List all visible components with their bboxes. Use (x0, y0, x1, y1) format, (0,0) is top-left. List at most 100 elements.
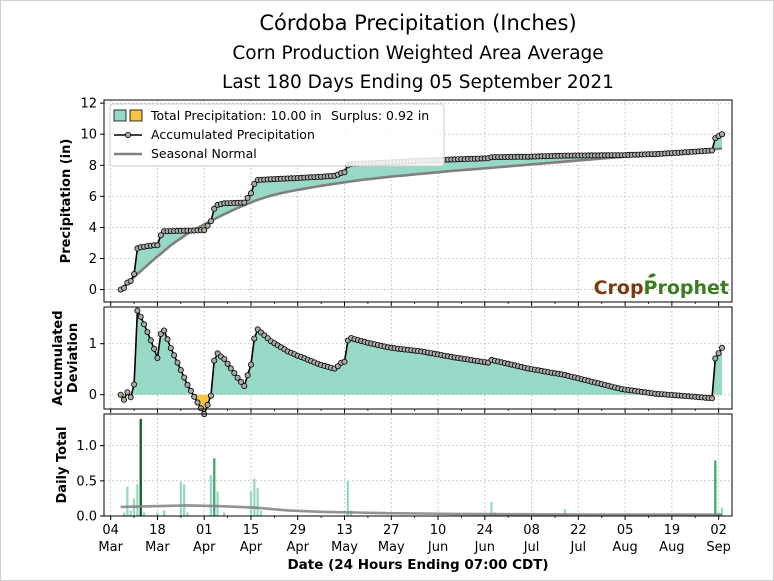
x-tick-label-month: Mar (145, 540, 170, 555)
daily-bar (213, 458, 216, 516)
accumulated-point (247, 190, 254, 197)
deviation-point (184, 381, 191, 388)
x-tick-label-day: 29 (289, 523, 306, 538)
x-tick-label-day: 24 (477, 523, 494, 538)
deviation-point (247, 361, 254, 368)
deviation-point (715, 350, 722, 357)
logo-prophet-text: Prophet (644, 277, 729, 299)
deviation-point (231, 369, 238, 376)
accumulated-point (341, 169, 348, 176)
deviation-point (221, 355, 228, 362)
daily-bar (156, 512, 159, 516)
deviation-point (187, 387, 194, 394)
x-tick-label-day: 04 (102, 523, 119, 538)
x-tick-label-day: 05 (617, 523, 634, 538)
y-axis-label: Daily Total (55, 427, 70, 504)
legend-surplus-label: Surplus: 0.92 in (331, 108, 429, 123)
daily-bar (209, 475, 212, 516)
y-tick-label: 8 (89, 159, 97, 174)
x-tick-label-month: May (378, 540, 405, 555)
panel-border (103, 306, 733, 410)
x-tick-label-month: Jul (523, 540, 540, 555)
chart-subtitle-2: Last 180 Days Ending 05 September 2021 (222, 72, 614, 93)
legend-surplus-swatch (113, 109, 127, 122)
precipitation-panel: 0 2 4 6 8 10 12 Total Precipitation: 10.00 in Su… (59, 97, 733, 306)
x-tick-label-month: Apr (286, 540, 309, 555)
panel-border (103, 413, 733, 517)
y-tick-label: 0.0 (76, 510, 97, 525)
x-tick-label-day: 13 (336, 523, 353, 538)
deviation-point (137, 313, 144, 320)
deviation-point (234, 374, 241, 381)
accumulated-point (154, 242, 161, 249)
daily-normal-line (120, 504, 722, 516)
deviation-point (224, 360, 231, 367)
daily-bar (563, 509, 567, 516)
deviation-point (121, 396, 128, 403)
daily-bar (720, 507, 724, 516)
deviation-point (191, 393, 198, 400)
daily-bar (142, 512, 146, 516)
deviation-point (134, 307, 141, 314)
logo-leaf-icon (648, 273, 656, 278)
x-tick-label-month: May (331, 540, 358, 555)
deviation-point (237, 378, 244, 385)
x-tick-label-month: Apr (240, 540, 263, 555)
deviation-point (124, 389, 131, 396)
accumulated-point (211, 205, 218, 212)
legend: Total Precipitation: 10.00 in Surplus: 0.… (109, 103, 445, 167)
daily-bar (223, 512, 226, 516)
deviation-point (141, 321, 148, 328)
x-tick-label-month: Aug (659, 540, 684, 555)
y-tick-label: 0 (89, 283, 97, 298)
deviation-point (131, 381, 138, 388)
x-tick-label-day: 10 (430, 523, 447, 538)
accumulated-point (709, 147, 716, 154)
panel-border (103, 99, 733, 303)
deviation-point (227, 365, 234, 372)
x-tick-label-month: Jul (569, 540, 586, 555)
y-tick-label: 0 (89, 388, 97, 403)
chart-subtitle-1: Corn Production Weighted Area Average (232, 43, 603, 64)
deviation-point (197, 405, 204, 412)
cropprophet-logo: CropProphet (594, 277, 729, 299)
deviation-point (244, 372, 251, 379)
daily-bar (346, 480, 349, 516)
deviation-point (164, 336, 171, 343)
y-axis-label-line2: Deviation (66, 323, 81, 393)
x-tick-label-day: 22 (570, 523, 587, 538)
y-tick-label: 2 (89, 252, 97, 267)
chart-title: Córdoba Precipitation (Inches) (259, 11, 576, 35)
daily-bar (253, 478, 256, 516)
daily-bar (136, 484, 139, 516)
daily-bar (122, 512, 126, 516)
deviation-point (204, 401, 211, 408)
accumulated-point (719, 131, 726, 138)
accumulated-point (131, 270, 138, 277)
deviation-point (334, 363, 341, 370)
x-tick-label-month: Apr (193, 540, 216, 555)
x-tick-label-month: Mar (98, 540, 123, 555)
y-axis-label-line1: Accumulated (51, 310, 66, 405)
deviation-point (251, 335, 258, 342)
y-axis-label: Precipitation (in) (59, 139, 74, 264)
x-tick-label-day: 02 (710, 523, 727, 538)
daily-bar (490, 501, 493, 516)
deviation-point (154, 354, 161, 361)
deviation-point (719, 344, 726, 351)
x-tick-label-month: Aug (612, 540, 637, 555)
y-tick-label: 6 (89, 190, 97, 205)
daily-bar (256, 487, 259, 516)
x-axis-label: Date (24 Hours Ending 07:00 CDT) (287, 557, 548, 573)
deviation-point (712, 355, 719, 362)
daily-bar (163, 510, 166, 516)
y-tick-label: 4 (89, 221, 97, 236)
logo-crop-text: Crop (594, 277, 644, 299)
daily-bar (139, 418, 142, 516)
deviation-point (177, 366, 184, 373)
deviation-point (144, 328, 151, 335)
accumulated-point (121, 284, 128, 291)
accumulated-point (204, 222, 211, 229)
x-tick-label-day: 27 (383, 523, 400, 538)
